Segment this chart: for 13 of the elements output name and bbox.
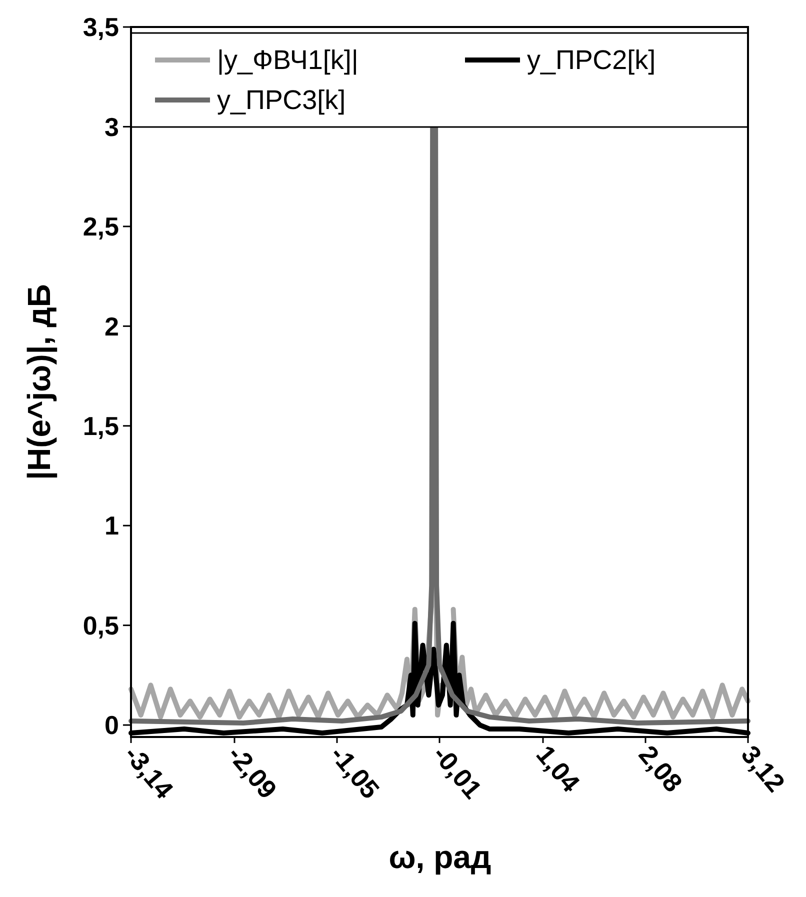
y-tick-label: 1,5 (82, 410, 119, 441)
y-tick-label: 1 (104, 510, 119, 541)
legend-label: |y_ФВЧ1[k]| (217, 45, 358, 75)
x-axis-title: ω, рад (388, 839, 492, 875)
y-tick-label: 0,5 (82, 610, 119, 640)
legend-label: y_ПРС3[k] (217, 85, 346, 115)
legend-label: y_ПРС2[k] (527, 45, 656, 75)
y-tick-label: 2 (104, 311, 119, 342)
y-tick-label: 3 (104, 112, 119, 142)
y-tick-label: 3,5 (82, 12, 119, 42)
y-tick-label: 2,5 (82, 212, 119, 242)
y-tick-label: 0 (104, 710, 119, 740)
y-axis-title: |H(e^jω)|, дБ (21, 284, 58, 480)
